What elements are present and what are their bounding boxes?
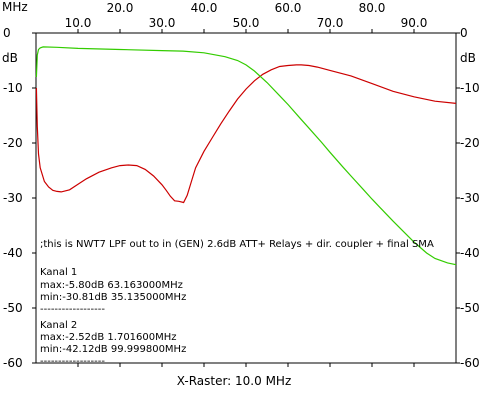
kanal1-max: max:-5.80dB 63.163000MHz <box>40 280 183 291</box>
x-tick-label-top-0: 20.0 <box>107 1 134 15</box>
y-tick-label-right-0: 0 <box>460 26 468 40</box>
y-tick-label-right-3: -30 <box>460 191 480 205</box>
x-tick-label-top-2: 60.0 <box>275 1 302 15</box>
x-tick-label-top-1: 40.0 <box>191 1 218 15</box>
x-unit-label: MHz <box>2 0 28 14</box>
y-tick-label-left-1: -10 <box>3 81 23 95</box>
kanal2-separator: ------------------ <box>40 356 105 367</box>
y-tick-label-right-5: -50 <box>460 301 480 315</box>
y-tick-label-left-3: -30 <box>3 191 23 205</box>
x-tick-label-bottom-3: 70.0 <box>317 16 344 30</box>
kanal1-min: min:-30.81dB 35.135000MHz <box>40 292 186 303</box>
kanal2-min: min:-42.12dB 99.999800MHz <box>40 344 186 355</box>
y-tick-label-left-0: 0 <box>3 26 11 40</box>
y-unit-label-right: dB <box>460 51 476 65</box>
y-tick-label-right-4: -40 <box>460 246 480 260</box>
y-unit-label-left: dB <box>2 51 18 65</box>
kanal1-separator: ------------------ <box>40 304 105 315</box>
series-kanal1-line <box>35 64 457 204</box>
kanal2-title: Kanal 2 <box>40 320 77 331</box>
x-tick-label-bottom-2: 50.0 <box>233 16 260 30</box>
y-tick-label-right-2: -20 <box>460 136 480 150</box>
x-tick-label-bottom-4: 90.0 <box>401 16 428 30</box>
y-tick-label-left-5: -50 <box>3 301 23 315</box>
kanal2-max: max:-2.52dB 1.701600MHz <box>40 332 177 343</box>
y-tick-label-right-1: -10 <box>460 81 480 95</box>
x-tick-label-top-3: 80.0 <box>359 1 386 15</box>
y-tick-label-right-6: -60 <box>460 356 480 370</box>
kanal1-title: Kanal 1 <box>40 267 77 278</box>
comment-annotation: ;this is NWT7 LPF out to in (GEN) 2.6dB … <box>40 239 434 250</box>
y-tick-label-left-4: -40 <box>3 246 23 260</box>
x-tick-label-bottom-1: 30.0 <box>149 16 176 30</box>
x-axis-label: X-Raster: 10.0 MHz <box>177 374 292 388</box>
x-tick-label-bottom-0: 10.0 <box>65 16 92 30</box>
y-tick-label-left-6: -60 <box>3 356 23 370</box>
axis-ticks: 10.0 30.0 50.0 70.0 90.0 20.0 40.0 60.0 80.0 0 0 -1… <box>3 1 480 370</box>
series-kanal2-line <box>35 46 457 266</box>
y-tick-label-left-2: -20 <box>3 136 23 150</box>
